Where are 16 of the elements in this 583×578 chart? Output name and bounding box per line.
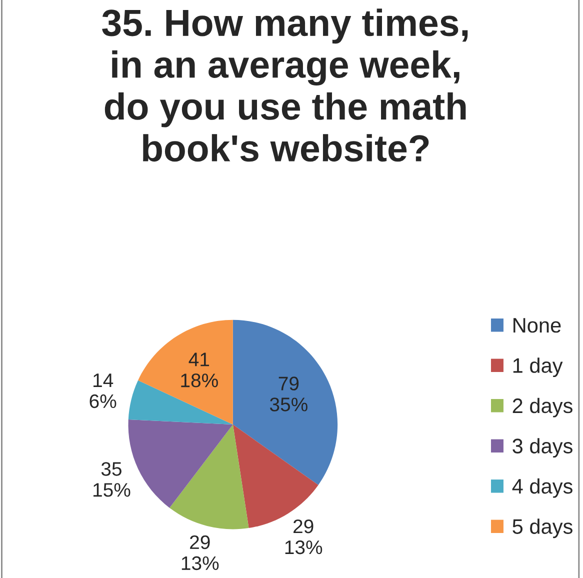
pie-slice — [170, 424, 249, 530]
data-label: 41 18% — [181, 352, 218, 388]
data-label: 29 13% — [285, 519, 322, 554]
legend-label: 1 day — [513, 358, 563, 378]
legend-label: 3 days — [512, 438, 572, 458]
data-label: 79 35% — [270, 376, 308, 412]
pie-slice — [232, 320, 338, 485]
legend-label: 4 days — [512, 478, 572, 498]
legend-label: 2 days — [512, 398, 572, 418]
chart-title: 35. How many times, in an average week, do you use the math book's website? — [102, 8, 468, 162]
data-label: 29 13% — [182, 535, 219, 570]
legend-label: 5 days — [512, 518, 572, 538]
pie-slice — [138, 320, 233, 425]
data-label: 35 15% — [93, 462, 130, 497]
legend-label: None — [514, 318, 561, 333]
data-label: 14 6% — [90, 374, 116, 408]
